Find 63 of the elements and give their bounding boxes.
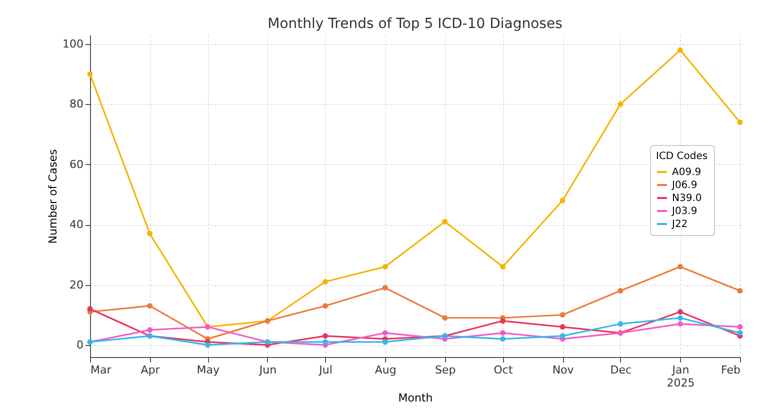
point bbox=[322, 303, 328, 309]
y-tick-label: 0 bbox=[76, 338, 84, 352]
point bbox=[737, 324, 743, 330]
point bbox=[382, 285, 388, 291]
point bbox=[618, 321, 624, 327]
y-tick-label: 20 bbox=[70, 278, 84, 292]
x-tick-label: May bbox=[196, 364, 220, 376]
point bbox=[322, 339, 328, 345]
legend-label: A09.9 bbox=[672, 167, 702, 178]
point bbox=[500, 336, 506, 342]
point bbox=[618, 101, 624, 107]
point bbox=[147, 230, 153, 236]
point bbox=[87, 306, 93, 312]
legend-label: J03.9 bbox=[671, 206, 698, 217]
point bbox=[560, 324, 566, 330]
point bbox=[677, 309, 683, 315]
point bbox=[737, 330, 743, 336]
legend-label: J06.9 bbox=[671, 180, 698, 191]
point bbox=[560, 198, 566, 204]
x-axis-title: Month bbox=[398, 392, 433, 404]
point bbox=[382, 264, 388, 270]
point bbox=[442, 218, 448, 224]
legend-label: J22 bbox=[671, 219, 688, 230]
point bbox=[500, 330, 506, 336]
x-tick-label: Jan 2025 bbox=[666, 364, 695, 390]
y-tick-label: 60 bbox=[70, 158, 84, 171]
point bbox=[322, 333, 328, 339]
x-tick-label: Aug bbox=[374, 364, 396, 376]
legend-title: ICD Codes bbox=[656, 151, 708, 162]
x-tick-label: Feb bbox=[721, 364, 741, 376]
x-tick-label: Apr bbox=[140, 364, 160, 376]
point bbox=[382, 339, 388, 345]
point bbox=[500, 318, 506, 324]
y-tick-label: 100 bbox=[62, 38, 84, 51]
point bbox=[677, 321, 683, 327]
x-tick-label: Oct bbox=[494, 364, 514, 376]
point bbox=[737, 288, 743, 294]
point bbox=[500, 264, 506, 270]
point bbox=[322, 279, 328, 284]
point bbox=[737, 120, 743, 126]
point bbox=[442, 315, 448, 321]
x-tick-label: Mar bbox=[90, 364, 112, 376]
point bbox=[618, 288, 624, 294]
legend-label: N39.0 bbox=[672, 193, 702, 204]
point bbox=[87, 71, 93, 77]
x-tick-label: Nov bbox=[552, 364, 574, 376]
point bbox=[677, 264, 683, 270]
point bbox=[560, 312, 566, 318]
point bbox=[147, 303, 153, 309]
point bbox=[677, 47, 683, 53]
point bbox=[677, 315, 683, 321]
y-axis-title: Number of Cases bbox=[46, 149, 60, 244]
point bbox=[147, 327, 153, 333]
x-tick-label: Jul bbox=[318, 364, 332, 376]
x-tick-label: Dec bbox=[610, 364, 632, 376]
y-tick-label: 40 bbox=[70, 218, 84, 232]
point bbox=[204, 342, 210, 348]
point bbox=[382, 330, 388, 336]
point bbox=[560, 333, 566, 339]
chart-title: Monthly Trends of Top 5 ICD-10 Diagnoses bbox=[268, 16, 562, 32]
x-tick-label: Sep bbox=[435, 364, 456, 376]
y-tick-label: 80 bbox=[70, 98, 84, 111]
x-tick-label: Jun bbox=[258, 364, 277, 376]
